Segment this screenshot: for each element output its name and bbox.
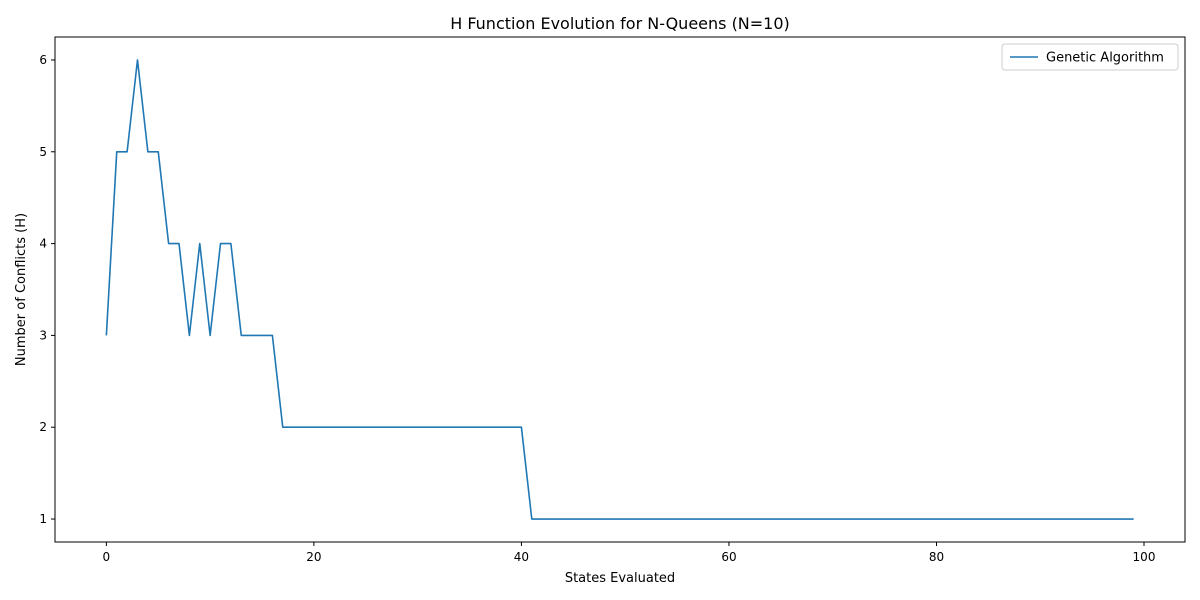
legend-label: Genetic Algorithm bbox=[1046, 51, 1164, 66]
x-tick-label: 40 bbox=[514, 550, 529, 564]
legend: Genetic Algorithm bbox=[1001, 43, 1179, 71]
series-layer bbox=[105, 59, 1134, 520]
plot-area bbox=[54, 36, 1186, 543]
y-tick-label: 2 bbox=[39, 420, 47, 434]
x-tick-label: 20 bbox=[306, 550, 321, 564]
legend-box bbox=[1001, 43, 1179, 71]
x-tick-label: 0 bbox=[103, 550, 111, 564]
x-tick-label: 100 bbox=[1133, 550, 1156, 564]
chart-title: H Function Evolution for N-Queens (N=10) bbox=[450, 14, 790, 33]
y-axis-ticks: 1 2 3 4 5 6 bbox=[39, 53, 55, 526]
y-axis-label: Number of Conflicts (H) bbox=[14, 213, 29, 366]
y-tick-label: 3 bbox=[39, 328, 47, 342]
y-tick-label: 1 bbox=[39, 512, 47, 526]
x-tick-label: 80 bbox=[929, 550, 944, 564]
series-line-genetic-algorithm bbox=[105, 59, 1134, 520]
x-tick-label: 60 bbox=[721, 550, 736, 564]
y-tick-label: 6 bbox=[39, 53, 47, 67]
plot-frame bbox=[54, 36, 1186, 543]
x-axis-label: States Evaluated bbox=[565, 571, 675, 586]
y-tick-label: 4 bbox=[39, 237, 47, 251]
y-tick-label: 5 bbox=[39, 145, 47, 159]
x-axis-ticks: 0 20 40 60 80 100 bbox=[103, 542, 1156, 564]
